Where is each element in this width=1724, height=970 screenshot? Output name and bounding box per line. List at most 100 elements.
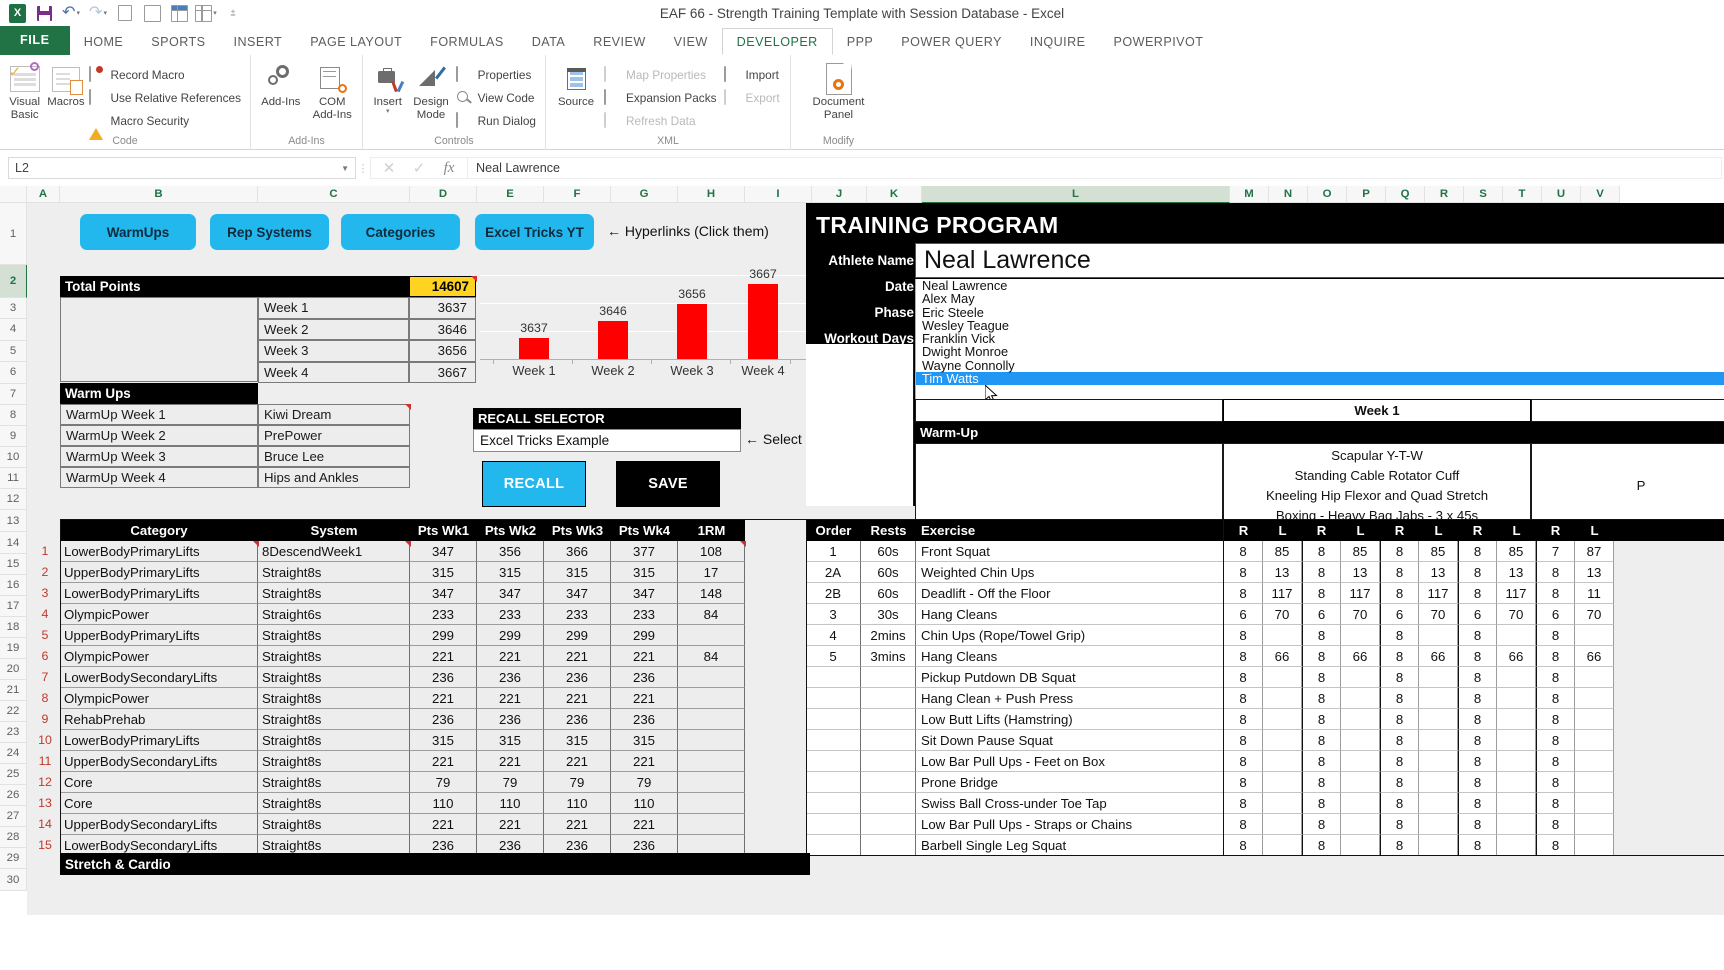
rl-cell-r14-c8[interactable]: 8 bbox=[1536, 835, 1575, 856]
rl-cell-r2-c9[interactable]: 11 bbox=[1575, 583, 1614, 604]
rl-cell-r6-c7[interactable] bbox=[1497, 667, 1536, 688]
rl-cell-r0-c5[interactable]: 85 bbox=[1419, 541, 1458, 562]
row-header-14[interactable]: 14 bbox=[0, 532, 27, 554]
rl-cell-r14-c3[interactable] bbox=[1341, 835, 1380, 856]
rl-cell-r14-c5[interactable] bbox=[1419, 835, 1458, 856]
points-cell-r12-c6[interactable] bbox=[678, 793, 745, 814]
redo-icon[interactable]: ↷ ▾ bbox=[89, 4, 107, 21]
points-cell-r3-c2[interactable]: 233 bbox=[410, 604, 477, 625]
expansion-packs-button[interactable]: Expansion Packs bbox=[602, 86, 722, 109]
points-cell-r12-c2[interactable]: 110 bbox=[410, 793, 477, 814]
tab-insert[interactable]: INSERT bbox=[233, 35, 283, 49]
insert-function-icon[interactable]: fx bbox=[443, 159, 455, 176]
athlete-name-value[interactable]: Neal Lawrence bbox=[915, 243, 1724, 278]
rl-cell-r6-c0[interactable]: 8 bbox=[1224, 667, 1263, 688]
rl-cell-r8-c1[interactable] bbox=[1263, 709, 1302, 730]
points-cell-r0-c6[interactable]: 108 bbox=[678, 541, 745, 562]
exercise-cell-r5-c1[interactable]: 3mins bbox=[861, 646, 916, 667]
column-header-I[interactable]: I bbox=[745, 186, 812, 203]
points-cell-r4-c6[interactable] bbox=[678, 625, 745, 646]
rl-cell-r9-c8[interactable]: 8 bbox=[1536, 730, 1575, 751]
row-header-29[interactable]: 29 bbox=[0, 848, 27, 869]
save-preset-button[interactable]: SAVE bbox=[616, 461, 720, 507]
tab-page-layout[interactable]: PAGE LAYOUT bbox=[310, 35, 403, 49]
rl-cell-r0-c0[interactable]: 8 bbox=[1224, 541, 1263, 562]
exercise-cell-r8-c0[interactable] bbox=[806, 709, 861, 730]
rl-cell-r7-c6[interactable]: 8 bbox=[1458, 688, 1497, 709]
rl-cell-r5-c2[interactable]: 8 bbox=[1302, 646, 1341, 667]
exercise-cell-r2-c2[interactable]: Deadlift - Off the Floor bbox=[916, 583, 1224, 604]
points-cell-r10-c5[interactable]: 221 bbox=[611, 751, 678, 772]
rl-cell-r14-c7[interactable] bbox=[1497, 835, 1536, 856]
rl-cell-r13-c7[interactable] bbox=[1497, 814, 1536, 835]
points-cell-r2-c5[interactable]: 347 bbox=[611, 583, 678, 604]
exercise-cell-r11-c1[interactable] bbox=[861, 772, 916, 793]
exercise-cell-r0-c1[interactable]: 60s bbox=[861, 541, 916, 562]
exercise-cell-r8-c2[interactable]: Low Butt Lifts (Hamstring) bbox=[916, 709, 1224, 730]
rl-cell-r0-c3[interactable]: 85 bbox=[1341, 541, 1380, 562]
rl-cell-r11-c0[interactable]: 8 bbox=[1224, 772, 1263, 793]
rl-cell-r10-c6[interactable]: 8 bbox=[1458, 751, 1497, 772]
view-code-button[interactable]: View Code bbox=[454, 86, 541, 109]
rl-cell-r7-c7[interactable] bbox=[1497, 688, 1536, 709]
rl-cell-r8-c4[interactable]: 8 bbox=[1380, 709, 1419, 730]
rl-cell-r3-c6[interactable]: 6 bbox=[1458, 604, 1497, 625]
column-header-K[interactable]: K bbox=[867, 186, 922, 203]
document-panel-button[interactable]: Document Panel bbox=[797, 60, 881, 121]
points-cell-r0-c4[interactable]: 366 bbox=[544, 541, 611, 562]
rl-cell-r3-c5[interactable]: 70 bbox=[1419, 604, 1458, 625]
exercise-cell-r3-c2[interactable]: Hang Cleans bbox=[916, 604, 1224, 625]
row-header-15[interactable]: 15 bbox=[0, 554, 27, 575]
exercise-cell-r13-c0[interactable] bbox=[806, 814, 861, 835]
points-cell-r11-c0[interactable]: Core bbox=[60, 772, 258, 793]
points-cell-r9-c6[interactable] bbox=[678, 730, 745, 751]
points-cell-r0-c2[interactable]: 347 bbox=[410, 541, 477, 562]
exercise-cell-r7-c1[interactable] bbox=[861, 688, 916, 709]
rl-cell-r11-c2[interactable]: 8 bbox=[1302, 772, 1341, 793]
rl-cell-r3-c3[interactable]: 70 bbox=[1341, 604, 1380, 625]
rl-cell-r9-c4[interactable]: 8 bbox=[1380, 730, 1419, 751]
visual-basic-button[interactable]: ✓ Visual Basic bbox=[4, 60, 45, 121]
column-header-M[interactable]: M bbox=[1230, 186, 1269, 203]
rl-cell-r5-c8[interactable]: 8 bbox=[1536, 646, 1575, 667]
row-header-12[interactable]: 12 bbox=[0, 489, 27, 510]
exercise-cell-r11-c0[interactable] bbox=[806, 772, 861, 793]
points-cell-r13-c5[interactable]: 221 bbox=[611, 814, 678, 835]
rl-cell-r11-c5[interactable] bbox=[1419, 772, 1458, 793]
exercise-cell-r1-c2[interactable]: Weighted Chin Ups bbox=[916, 562, 1224, 583]
row-header-8[interactable]: 8 bbox=[0, 405, 27, 426]
points-cell-r9-c5[interactable]: 315 bbox=[611, 730, 678, 751]
rl-cell-r4-c5[interactable] bbox=[1419, 625, 1458, 646]
rl-cell-r7-c0[interactable]: 8 bbox=[1224, 688, 1263, 709]
column-header-A[interactable]: A bbox=[27, 186, 60, 203]
exercise-cell-r6-c1[interactable] bbox=[861, 667, 916, 688]
column-header-D[interactable]: D bbox=[410, 186, 477, 203]
design-mode-button[interactable]: Design Mode bbox=[408, 60, 453, 121]
points-cell-r5-c6[interactable]: 84 bbox=[678, 646, 745, 667]
rl-cell-r2-c8[interactable]: 8 bbox=[1536, 583, 1575, 604]
points-cell-r3-c0[interactable]: OlympicPower bbox=[60, 604, 258, 625]
rl-cell-r13-c5[interactable] bbox=[1419, 814, 1458, 835]
exercise-cell-r14-c0[interactable] bbox=[806, 835, 861, 856]
rl-cell-r11-c6[interactable]: 8 bbox=[1458, 772, 1497, 793]
row-header-23[interactable]: 23 bbox=[0, 722, 27, 743]
exercise-cell-r1-c0[interactable]: 2A bbox=[806, 562, 861, 583]
rl-cell-r8-c0[interactable]: 8 bbox=[1224, 709, 1263, 730]
rl-cell-r6-c6[interactable]: 8 bbox=[1458, 667, 1497, 688]
points-cell-r4-c0[interactable]: UpperBodyPrimaryLifts bbox=[60, 625, 258, 646]
exercise-cell-r2-c1[interactable]: 60s bbox=[861, 583, 916, 604]
save-icon[interactable] bbox=[31, 2, 57, 24]
points-cell-r9-c4[interactable]: 315 bbox=[544, 730, 611, 751]
rl-cell-r3-c2[interactable]: 6 bbox=[1302, 604, 1341, 625]
exercise-cell-r10-c0[interactable] bbox=[806, 751, 861, 772]
exercise-cell-r4-c1[interactable]: 2mins bbox=[861, 625, 916, 646]
points-cell-r0-c3[interactable]: 356 bbox=[477, 541, 544, 562]
exercise-cell-r7-c2[interactable]: Hang Clean + Push Press bbox=[916, 688, 1224, 709]
rl-cell-r12-c1[interactable] bbox=[1263, 793, 1302, 814]
rl-cell-r6-c3[interactable] bbox=[1341, 667, 1380, 688]
points-cell-r9-c1[interactable]: Straight8s bbox=[258, 730, 410, 751]
row-header-9[interactable]: 9 bbox=[0, 426, 27, 447]
row-header-19[interactable]: 19 bbox=[0, 638, 27, 659]
dropdown-option-0[interactable]: Neal Lawrence bbox=[922, 278, 1008, 293]
column-header-C[interactable]: C bbox=[258, 186, 410, 203]
